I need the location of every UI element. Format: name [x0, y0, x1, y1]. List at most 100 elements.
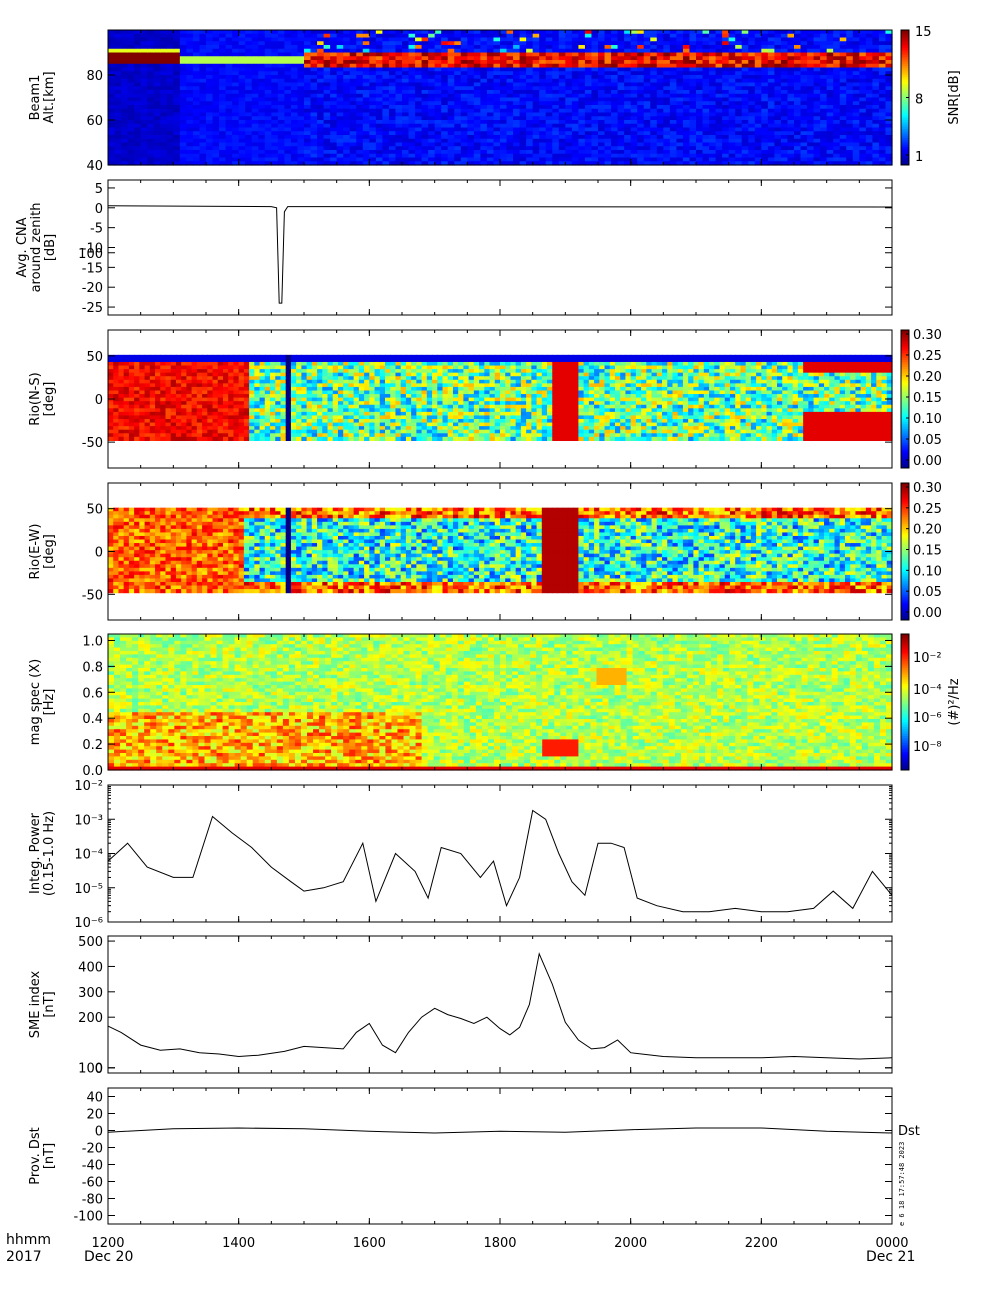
heatmap-cell	[249, 379, 255, 384]
heatmap-cell	[330, 78, 338, 84]
heatmap-cell	[222, 376, 229, 381]
heatmap-cell	[506, 82, 514, 87]
heatmap-cell	[689, 161, 697, 166]
heatmap-cell	[258, 63, 266, 69]
heatmap-cell	[774, 150, 782, 155]
heatmap-cell	[467, 30, 475, 35]
heatmap-cell	[741, 142, 749, 147]
heatmap-cell	[264, 135, 272, 140]
heatmap-cell	[186, 33, 194, 39]
heatmap-cell	[375, 161, 383, 166]
heatmap-cell	[207, 426, 214, 431]
heatmap-cell	[709, 120, 717, 125]
heatmap-cell	[310, 56, 318, 61]
heatmap-cell	[310, 41, 318, 46]
heatmap-cell	[578, 56, 586, 61]
heatmap-cell	[388, 41, 397, 46]
heatmap-cell	[846, 37, 854, 42]
heatmap-cell	[728, 33, 736, 39]
heatmap-cell	[722, 45, 730, 50]
heatmap-cell	[175, 390, 182, 395]
heatmap-cell	[447, 138, 455, 144]
heatmap-cell	[578, 108, 586, 114]
heatmap-cell	[794, 116, 802, 121]
heatmap-cell	[134, 108, 142, 114]
heatmap-cell	[134, 411, 140, 417]
heatmap-cell	[767, 153, 775, 159]
heatmap-cell	[774, 63, 782, 69]
heatmap-cell	[219, 161, 227, 166]
heatmap-cell	[356, 138, 364, 144]
heatmap-cell	[447, 37, 455, 42]
heatmap-cell	[388, 60, 397, 65]
heatmap-cell	[447, 120, 455, 125]
heatmap-cell	[761, 56, 769, 61]
heatmap-cell	[144, 354, 151, 360]
heatmap-cell	[228, 397, 235, 402]
heatmap-cell	[748, 120, 756, 125]
heatmap-cell	[467, 67, 475, 72]
heatmap-cell	[441, 116, 449, 121]
heatmap-cell	[591, 82, 599, 87]
heatmap-cell	[447, 108, 455, 114]
heatmap-cell	[179, 45, 187, 50]
heatmap-cell	[271, 56, 279, 61]
heatmap-cell	[160, 52, 168, 57]
heatmap-cell	[467, 138, 475, 144]
heatmap-cell	[139, 369, 146, 374]
heatmap-cell	[878, 45, 887, 50]
heatmap-cell	[872, 97, 880, 102]
heatmap-cell	[166, 75, 174, 80]
heatmap-cell	[565, 127, 573, 132]
heatmap-cell	[552, 131, 560, 136]
heatmap-cell	[846, 63, 854, 69]
heatmap-cell	[232, 105, 240, 110]
heatmap-cell	[480, 71, 488, 76]
heatmap-cell	[186, 426, 193, 431]
heatmap-cell	[532, 161, 540, 166]
heatmap-cell	[402, 78, 410, 84]
heatmap-cell	[650, 135, 658, 140]
heatmap-cell	[591, 45, 599, 50]
heatmap-cell	[258, 41, 266, 46]
heatmap-cell	[558, 105, 566, 110]
heatmap-cell	[447, 45, 455, 50]
heatmap-cell	[165, 429, 172, 434]
heatmap-cell	[826, 138, 834, 144]
heatmap-cell	[624, 150, 632, 155]
heatmap-cell	[114, 45, 122, 50]
heatmap-cell	[682, 71, 691, 76]
heatmap-cell	[134, 105, 142, 110]
heatmap-cell	[545, 60, 553, 65]
heatmap-cell	[715, 112, 723, 117]
heatmap-cell	[578, 105, 586, 110]
heatmap-cell	[362, 105, 370, 110]
heatmap-cell	[402, 37, 410, 42]
heatmap-cell	[166, 67, 174, 72]
heatmap-cell	[513, 52, 521, 57]
heatmap-cell	[722, 78, 730, 84]
heatmap-cell	[826, 101, 834, 106]
heatmap-cell	[147, 90, 155, 95]
heatmap-cell	[467, 108, 475, 114]
heatmap-cell	[258, 90, 266, 95]
heatmap-cell	[434, 48, 442, 54]
heatmap-cell	[245, 60, 253, 65]
heatmap-cell	[637, 60, 645, 65]
heatmap-cell	[852, 41, 860, 46]
heatmap-cell	[192, 78, 201, 84]
heatmap-cell	[118, 383, 125, 388]
heatmap-cell	[800, 153, 808, 159]
heatmap-cell	[343, 135, 351, 140]
heatmap-cell	[121, 37, 129, 42]
heatmap-cell	[317, 161, 325, 166]
heatmap-cell	[598, 93, 606, 99]
heatmap-cell	[121, 78, 129, 84]
heatmap-cell	[702, 97, 710, 102]
heatmap-cell	[402, 75, 410, 80]
heatmap-cell	[630, 112, 638, 117]
heatmap-cell	[813, 131, 821, 136]
heatmap-cell	[428, 78, 436, 84]
heatmap-cell	[473, 41, 481, 46]
heatmap-cell	[767, 146, 775, 151]
